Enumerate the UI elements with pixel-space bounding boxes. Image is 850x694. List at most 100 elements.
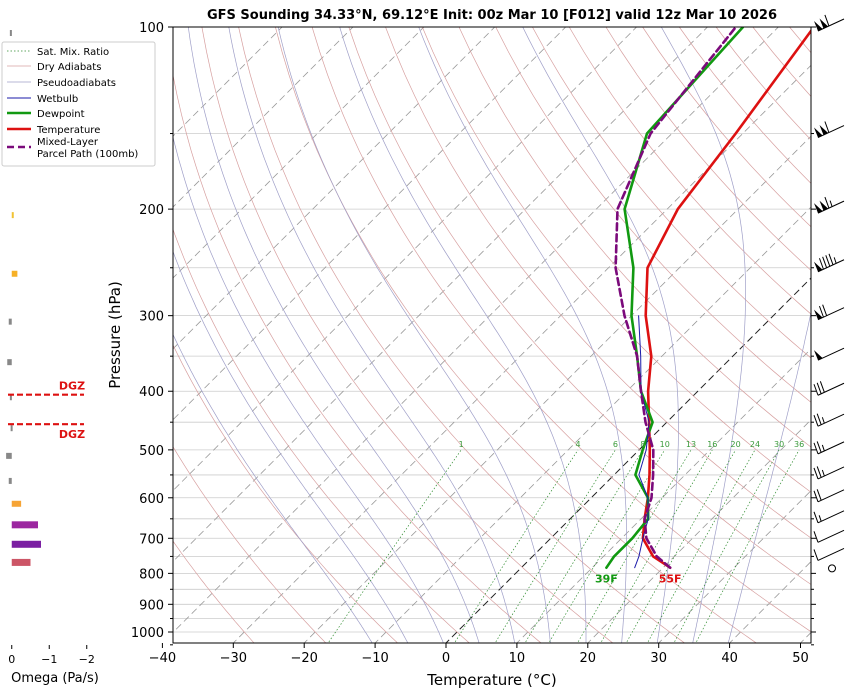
y-tick-label: 300 <box>139 310 164 325</box>
y-tick-label: 700 <box>139 532 164 547</box>
legend-box <box>1 41 156 167</box>
mixing-ratio-label: 24 <box>750 440 760 449</box>
wind-barb-half <box>818 515 822 522</box>
annotations: 1 4 6 8 10 13 16 20 24 30 36 55F 39F <box>459 440 805 586</box>
x-tick-label: 20 <box>580 651 597 666</box>
legend: Sat. Mix. Ratio Dry Adiabats Pseudoadiabat… <box>1 41 156 167</box>
wind-barb <box>814 14 845 32</box>
dry-adiabat <box>679 27 811 184</box>
axes: −40 −30 −20 −10 0 10 20 30 40 50 100 200 300 400 500 60… <box>131 21 816 666</box>
wind-barb-full <box>816 413 822 425</box>
pseudoadiabat <box>277 27 551 643</box>
wind-barb-pennant <box>819 200 828 211</box>
dry-adiabat <box>348 27 811 585</box>
wind-barb <box>814 253 845 273</box>
legend-label: Sat. Mix. Ratio <box>37 47 109 58</box>
background-grid <box>173 27 850 645</box>
omega-bar <box>11 500 22 507</box>
isotherm <box>173 27 566 421</box>
y-tick-label: 600 <box>139 492 164 507</box>
wind-barb <box>814 121 845 138</box>
wind-barb <box>813 441 845 455</box>
wind-barb <box>813 381 845 396</box>
omega-bar <box>8 477 12 484</box>
x-axis-label: Temperature (°C) <box>426 671 556 689</box>
mixing-ratio-line <box>327 449 462 643</box>
chart-title: GFS Sounding 34.33°N, 69.12°E Init: 00z … <box>207 8 777 23</box>
x-tick-label: 50 <box>792 651 809 666</box>
wind-barb-calm <box>828 564 836 573</box>
pseudoadiabat <box>339 27 587 643</box>
mixing-ratio-label: 13 <box>686 440 696 449</box>
wind-barb-staff <box>817 466 845 480</box>
y-tick-label: 800 <box>139 567 164 582</box>
wind-barb-pennant <box>814 203 823 214</box>
mixing-ratio-line <box>695 449 800 643</box>
wind-barb <box>813 466 845 480</box>
mixing-ratio-line <box>524 449 644 643</box>
wind-barbs <box>813 14 845 573</box>
dry-adiabat <box>173 344 399 643</box>
pseudoadiabat <box>173 135 444 643</box>
wind-barb-pennant <box>814 309 823 320</box>
pseudoadiabat <box>418 27 627 643</box>
x-tick-label: −10 <box>361 651 388 666</box>
dry-adiabat <box>826 27 850 645</box>
mixing-ratio-line <box>673 449 780 643</box>
wind-barb <box>813 547 845 561</box>
mixing-ratio-line <box>625 449 736 643</box>
dgz-label: DGZ <box>59 428 85 441</box>
isotherm <box>173 27 779 633</box>
legend-label: Dry Adiabats <box>37 62 101 73</box>
wind-barb-pennant <box>814 350 823 361</box>
wind-barb-half <box>829 200 833 207</box>
isotherm <box>173 27 425 279</box>
wind-barb <box>814 196 845 214</box>
isotherm <box>516 348 811 643</box>
wind-barb-staff <box>817 441 845 455</box>
wind-barb <box>813 489 845 503</box>
dry-adiabat <box>238 27 686 643</box>
omega-tick-label: 0 <box>8 653 15 666</box>
wind-barb-full <box>813 549 819 561</box>
wind-barb-full <box>813 384 819 396</box>
dry-adiabat <box>789 27 811 54</box>
wind-barb <box>813 510 845 524</box>
omega-axis-label: Omega (Pa/s) <box>11 671 99 686</box>
wind-barb-full <box>813 467 819 480</box>
dry-adiabat <box>421 27 811 493</box>
dry-adiabat <box>173 446 327 643</box>
wind-barb-half <box>833 257 837 264</box>
wind-barb-pennant <box>819 125 828 136</box>
wind-barb-full <box>813 511 819 523</box>
omega-bar <box>11 540 41 548</box>
omega-tick-label: −2 <box>79 653 95 666</box>
wind-barb-half <box>821 417 825 424</box>
wind-barb-staff <box>817 125 845 138</box>
isotherm <box>173 27 283 137</box>
omega-bar <box>9 30 12 36</box>
wind-barb-full <box>818 258 824 270</box>
wind-barb-staff <box>817 307 845 321</box>
x-tick-label: 10 <box>509 651 526 666</box>
wind-barb-staff <box>817 547 845 561</box>
wind-barb <box>813 529 845 543</box>
omega-bar <box>8 318 12 325</box>
wind-barb-full <box>822 256 828 268</box>
surface-dewpoint-label: 39F <box>595 573 618 586</box>
mixing-ratio-line <box>647 449 756 643</box>
y-tick-label: 1000 <box>131 626 164 641</box>
wind-barb-pennant <box>814 127 823 138</box>
isotherm <box>799 631 811 643</box>
wind-barb-full <box>824 196 830 209</box>
wind-barb-pennant <box>814 21 823 31</box>
wind-barb-staff <box>817 347 845 361</box>
pseudoadiabat <box>727 310 811 643</box>
dry-adiabat <box>605 27 811 271</box>
dgz-label: DGZ <box>59 380 85 393</box>
mixing-ratio-line <box>494 449 616 643</box>
pseudoadiabat <box>187 27 480 643</box>
series-dewpoint <box>605 27 745 570</box>
isotherm <box>173 27 637 492</box>
